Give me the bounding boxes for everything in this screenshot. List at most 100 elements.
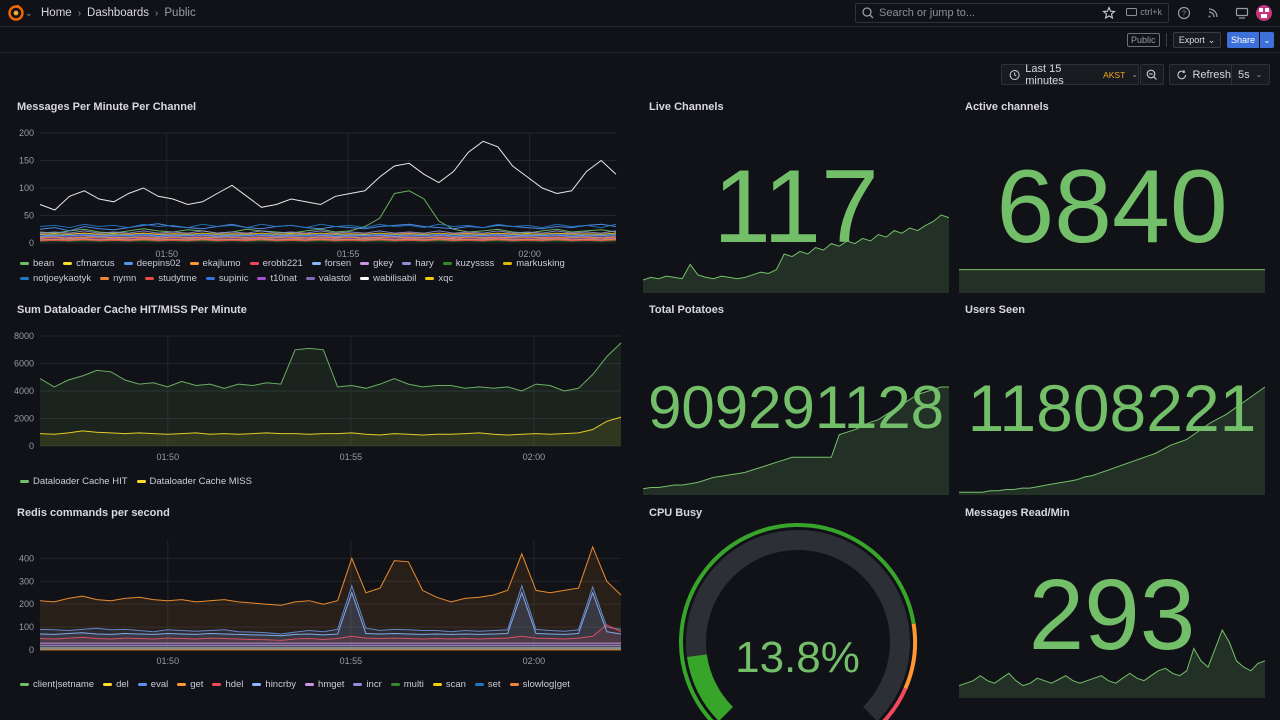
panel-title[interactable]: Users Seen xyxy=(965,304,1025,316)
panel-title[interactable]: Messages Read/Min xyxy=(965,507,1070,519)
series-line[interactable] xyxy=(39,237,617,240)
legend-item[interactable]: Dataloader Cache HIT xyxy=(20,476,128,487)
series-line[interactable] xyxy=(39,239,617,242)
legend-swatch xyxy=(311,262,321,265)
screen-icon[interactable] xyxy=(1234,5,1250,21)
news-icon[interactable] xyxy=(1205,5,1221,21)
series-line[interactable] xyxy=(39,230,617,234)
share-options-button[interactable]: ⌄ xyxy=(1260,32,1274,48)
legend-item[interactable]: hary xyxy=(402,258,434,269)
series-line[interactable] xyxy=(39,545,622,606)
legend-item[interactable]: multi xyxy=(390,679,424,690)
messages-per-minute-chart[interactable]: 200 150 100 50 0 01:50 01:55 02:00 xyxy=(16,125,617,265)
panel-title[interactable]: Total Potatoes xyxy=(649,304,724,316)
legend-item[interactable]: forsen xyxy=(311,258,351,269)
legend-item[interactable]: hmget xyxy=(305,679,344,690)
chevron-down-icon[interactable]: ⌄ xyxy=(25,8,33,18)
legend-item[interactable]: supinic xyxy=(205,273,248,284)
dataloader-chart[interactable]: 8000 6000 4000 2000 0 01:50 01:55 02:00 xyxy=(14,328,622,468)
x-tick-label: 02:00 xyxy=(518,249,541,259)
series-line[interactable] xyxy=(39,416,622,436)
legend-item[interactable]: set xyxy=(474,679,501,690)
series-line[interactable] xyxy=(39,238,617,241)
refresh-button[interactable]: Refresh xyxy=(1169,64,1232,85)
time-range-picker[interactable]: Last 15 minutes AKST ⌄ xyxy=(1001,63,1139,87)
x-tick-label: 01:50 xyxy=(155,249,178,259)
share-button[interactable]: Share xyxy=(1227,32,1259,48)
legend-item[interactable]: eval xyxy=(137,679,168,690)
legend-label: bean xyxy=(33,258,55,269)
help-icon[interactable]: ? xyxy=(1176,5,1192,21)
legend-item[interactable]: erobb221 xyxy=(249,258,303,269)
search-input[interactable]: Search or jump to... ctrl+k xyxy=(855,3,1169,23)
panel-title[interactable]: Active channels xyxy=(965,101,1049,113)
series-line[interactable] xyxy=(39,223,617,229)
breadcrumb-dashboards[interactable]: Dashboards xyxy=(87,7,150,19)
total-potatoes-sparkline xyxy=(643,386,949,495)
legend-item[interactable]: xqc xyxy=(425,273,453,284)
legend-item[interactable]: del xyxy=(103,679,129,690)
panel-title[interactable]: Messages Per Minute Per Channel xyxy=(17,101,197,113)
legend-item[interactable]: wabilisabil xyxy=(360,273,416,284)
panel-title[interactable]: CPU Busy xyxy=(649,507,703,519)
series-line[interactable] xyxy=(39,233,617,236)
search-shortcut-label: ctrl+k xyxy=(1140,7,1162,17)
legend-item[interactable]: hdel xyxy=(212,679,243,690)
legend-item[interactable]: cfmarcus xyxy=(63,258,115,269)
legend-item[interactable]: client|setname xyxy=(20,679,94,690)
series-line[interactable] xyxy=(39,584,622,635)
legend-item[interactable]: valastol xyxy=(305,273,351,284)
grafana-logo-icon[interactable] xyxy=(8,5,24,21)
panel-title[interactable]: Sum Dataloader Cache HIT/MISS Per Minute xyxy=(17,304,247,316)
series-line[interactable] xyxy=(39,236,617,239)
legend-item[interactable]: markusking xyxy=(503,258,565,269)
legend-item[interactable]: studytme xyxy=(145,273,197,284)
export-button[interactable]: Export ⌄ xyxy=(1173,32,1221,48)
legend-item[interactable]: ekajlumo xyxy=(189,258,241,269)
legend-item[interactable]: t10nat xyxy=(257,273,297,284)
legend-item[interactable]: kuzyssss xyxy=(442,258,494,269)
legend-item[interactable]: get xyxy=(177,679,203,690)
zoom-out-button[interactable] xyxy=(1140,64,1164,85)
legend-item[interactable]: incr xyxy=(353,679,382,690)
legend-item[interactable]: hincrby xyxy=(252,679,296,690)
y-tick-label: 200 xyxy=(19,599,34,609)
star-icon[interactable] xyxy=(1102,6,1116,20)
legend-item[interactable]: notjoeykaotyk xyxy=(20,273,91,284)
legend-label: Dataloader Cache MISS xyxy=(149,476,252,487)
series-line[interactable] xyxy=(39,232,617,235)
series-line[interactable] xyxy=(39,235,617,238)
series-line[interactable] xyxy=(39,591,622,637)
legend-label: gkey xyxy=(373,258,394,269)
series-line[interactable] xyxy=(39,223,617,232)
panel-title[interactable]: Live Channels xyxy=(649,101,724,113)
legend-item[interactable]: bean xyxy=(20,258,54,269)
legend-label: xqc xyxy=(438,273,454,284)
series-line[interactable] xyxy=(39,342,622,392)
series-line[interactable] xyxy=(39,234,617,237)
legend-label: erobb221 xyxy=(262,258,303,269)
legend-label: deepins02 xyxy=(136,258,181,269)
legend-swatch xyxy=(103,683,113,686)
top-icons: ? xyxy=(1176,5,1250,21)
legend-item[interactable]: Dataloader Cache MISS xyxy=(136,476,252,487)
refresh-interval-picker[interactable]: 5s ⌄ xyxy=(1232,64,1270,85)
legend-item[interactable]: slowlog|get xyxy=(509,679,570,690)
chevron-down-icon: ⌄ xyxy=(1131,70,1138,79)
breadcrumb-home[interactable]: Home xyxy=(41,7,72,19)
legend-item[interactable]: deepins02 xyxy=(123,258,181,269)
x-tick-label: 01:55 xyxy=(340,452,363,462)
series-line[interactable] xyxy=(39,140,617,211)
legend-item[interactable]: nymn xyxy=(100,273,136,284)
stat-value: 909291128 xyxy=(648,374,944,441)
legend-item[interactable]: scan xyxy=(432,679,466,690)
x-tick-label: 01:50 xyxy=(157,452,180,462)
series-line[interactable] xyxy=(39,624,622,641)
legend-swatch xyxy=(177,683,187,686)
legend-swatch xyxy=(474,683,484,686)
avatar[interactable] xyxy=(1256,5,1272,21)
search-shortcut: ctrl+k xyxy=(1126,7,1162,17)
panel-title[interactable]: Redis commands per second xyxy=(17,507,170,519)
legend-item[interactable]: gkey xyxy=(360,258,393,269)
redis-commands-chart[interactable]: 400 300 200 100 0 01:50 01:55 02:00 xyxy=(16,532,622,672)
